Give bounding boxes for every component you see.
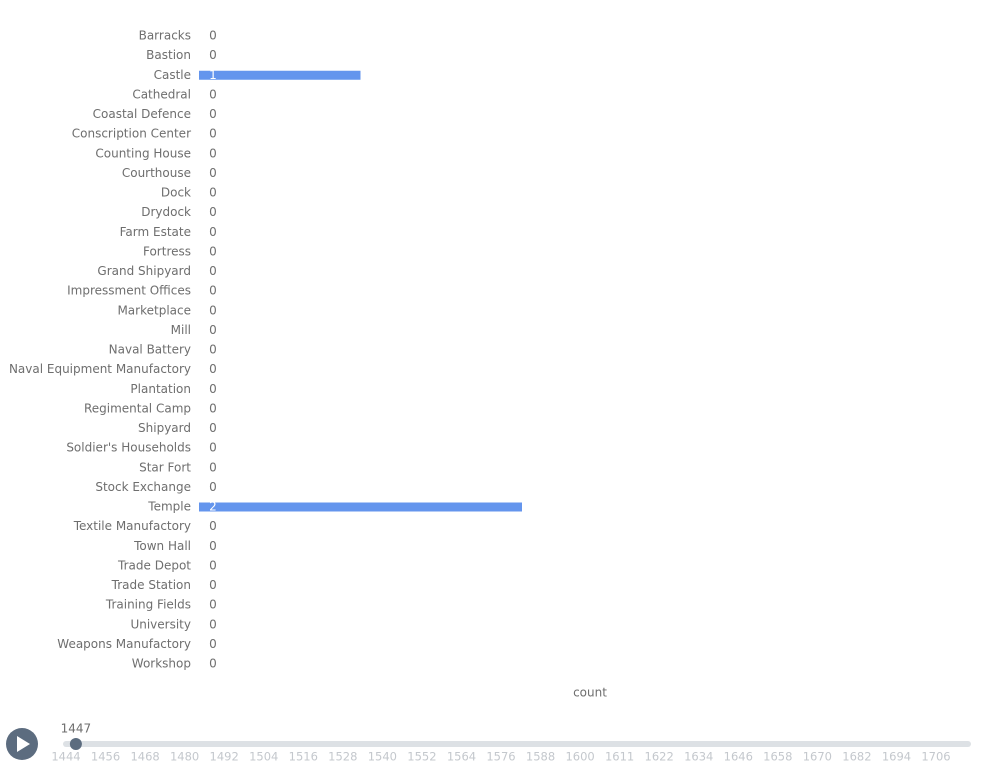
- timeline-tick-label[interactable]: 1658: [763, 750, 792, 764]
- value-label: 0: [209, 539, 217, 553]
- y-tick-label: Trade Depot: [117, 558, 191, 572]
- y-tick-label: Training Fields: [105, 598, 191, 612]
- value-label: 0: [209, 598, 217, 612]
- value-label: 0: [209, 421, 217, 435]
- value-label: 0: [209, 225, 217, 239]
- value-label: 0: [209, 186, 217, 200]
- y-tick-label: Counting House: [95, 146, 191, 160]
- bar: [199, 502, 522, 512]
- x-axis-label: count: [573, 686, 607, 700]
- timeline-tick-label[interactable]: 1576: [486, 750, 515, 764]
- y-tick-label: Stock Exchange: [95, 480, 191, 494]
- value-label: 0: [209, 284, 217, 298]
- y-tick-label: Mill: [171, 323, 191, 337]
- value-label: 0: [209, 146, 217, 160]
- y-tick-label: Bastion: [146, 48, 191, 62]
- timeline-handle[interactable]: [69, 738, 82, 750]
- value-label: 0: [209, 578, 217, 592]
- y-tick-label: Marketplace: [117, 303, 191, 317]
- y-tick-label: Soldier's Households: [66, 441, 191, 455]
- value-label: 0: [209, 519, 217, 533]
- y-tick-label: Textile Manufactory: [73, 519, 191, 533]
- timeline-tick-label[interactable]: 1552: [407, 750, 436, 764]
- value-label: 0: [209, 166, 217, 180]
- y-tick-label: Cathedral: [132, 87, 191, 101]
- value-label: 0: [209, 303, 217, 317]
- timeline-tick-label[interactable]: 1456: [91, 750, 120, 764]
- value-label: 0: [209, 87, 217, 101]
- timeline-tick-label[interactable]: 1706: [921, 750, 950, 764]
- y-tick-label: Naval Battery: [109, 343, 191, 357]
- y-tick-label: Drydock: [141, 205, 191, 219]
- value-label: 0: [209, 264, 217, 278]
- timeline-tick-label[interactable]: 1492: [210, 750, 239, 764]
- y-tick-label: Grand Shipyard: [97, 264, 191, 278]
- value-label: 0: [209, 343, 217, 357]
- y-tick-label: Workshop: [132, 657, 191, 671]
- value-label: 0: [209, 460, 217, 474]
- timeline-tick-label[interactable]: 1540: [368, 750, 397, 764]
- y-tick-label: Impressment Offices: [67, 284, 191, 298]
- y-tick-label: Dock: [161, 186, 191, 200]
- value-label: 0: [209, 29, 217, 43]
- y-tick-label: Naval Equipment Manufactory: [9, 362, 191, 376]
- timeline-tick-label[interactable]: 1480: [170, 750, 199, 764]
- y-tick-label: Weapons Manufactory: [57, 637, 191, 651]
- y-tick-label: Castle: [154, 68, 191, 82]
- y-tick-label: Farm Estate: [120, 225, 191, 239]
- y-tick-label: Star Fort: [139, 460, 191, 474]
- play-icon[interactable]: [17, 736, 30, 752]
- value-label: 0: [209, 127, 217, 141]
- timeline-tick-label[interactable]: 1444: [51, 750, 80, 764]
- value-label: 0: [209, 558, 217, 572]
- timeline-tick-label[interactable]: 1564: [447, 750, 476, 764]
- value-label: 0: [209, 362, 217, 376]
- bar: [199, 70, 361, 80]
- y-tick-label: Temple: [147, 500, 191, 514]
- value-label: 0: [209, 244, 217, 258]
- value-label: 0: [209, 382, 217, 396]
- timeline-tick-label[interactable]: 1588: [526, 750, 555, 764]
- timeline-tick-label[interactable]: 1528: [328, 750, 357, 764]
- y-tick-label: University: [130, 617, 191, 631]
- timeline-tick-label[interactable]: 1600: [565, 750, 594, 764]
- timeline-tick-label[interactable]: 1694: [882, 750, 911, 764]
- timeline-tick-label[interactable]: 1611: [605, 750, 634, 764]
- y-tick-label: Town Hall: [133, 539, 191, 553]
- value-label: 0: [209, 107, 217, 121]
- timeline-tick-label[interactable]: 1504: [249, 750, 278, 764]
- value-label: 0: [209, 657, 217, 671]
- value-label: 0: [209, 617, 217, 631]
- timeline-tick-label[interactable]: 1516: [289, 750, 318, 764]
- value-label: 0: [209, 480, 217, 494]
- y-tick-label: Plantation: [130, 382, 191, 396]
- value-label: 2: [209, 500, 217, 514]
- value-label: 0: [209, 323, 217, 337]
- y-tick-label: Barracks: [139, 29, 191, 43]
- timeline-tick-label[interactable]: 1670: [803, 750, 832, 764]
- y-tick-label: Trade Station: [111, 578, 191, 592]
- timeline-tick-label[interactable]: 1622: [645, 750, 674, 764]
- timeline-tick-label[interactable]: 1634: [684, 750, 713, 764]
- value-label: 0: [209, 441, 217, 455]
- play-button[interactable]: [6, 728, 38, 760]
- timeline-tick-label[interactable]: 1682: [842, 750, 871, 764]
- value-label: 0: [209, 205, 217, 219]
- timeline-current-label: 1447: [61, 722, 92, 736]
- value-label: 0: [209, 637, 217, 651]
- timeline-tick-label[interactable]: 1646: [724, 750, 753, 764]
- y-tick-label: Shipyard: [138, 421, 191, 435]
- value-label: 1: [209, 68, 217, 82]
- y-tick-label: Courthouse: [122, 166, 191, 180]
- y-tick-label: Fortress: [143, 244, 191, 258]
- value-label: 0: [209, 48, 217, 62]
- y-tick-label: Coastal Defence: [93, 107, 191, 121]
- y-tick-label: Regimental Camp: [84, 401, 191, 415]
- y-tick-label: Conscription Center: [72, 127, 191, 141]
- timeline-tick-label[interactable]: 1468: [130, 750, 159, 764]
- value-label: 0: [209, 401, 217, 415]
